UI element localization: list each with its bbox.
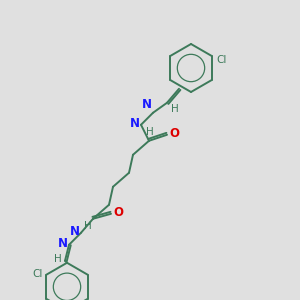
Text: Cl: Cl (217, 55, 227, 65)
Text: O: O (113, 206, 123, 219)
Text: Cl: Cl (33, 269, 43, 279)
Text: N: N (58, 237, 68, 250)
Text: O: O (169, 127, 179, 140)
Text: H: H (146, 127, 154, 137)
Text: N: N (130, 117, 140, 130)
Text: N: N (142, 98, 152, 111)
Text: N: N (70, 225, 80, 238)
Text: H: H (84, 221, 92, 231)
Text: H: H (171, 104, 179, 114)
Text: H: H (54, 254, 62, 264)
